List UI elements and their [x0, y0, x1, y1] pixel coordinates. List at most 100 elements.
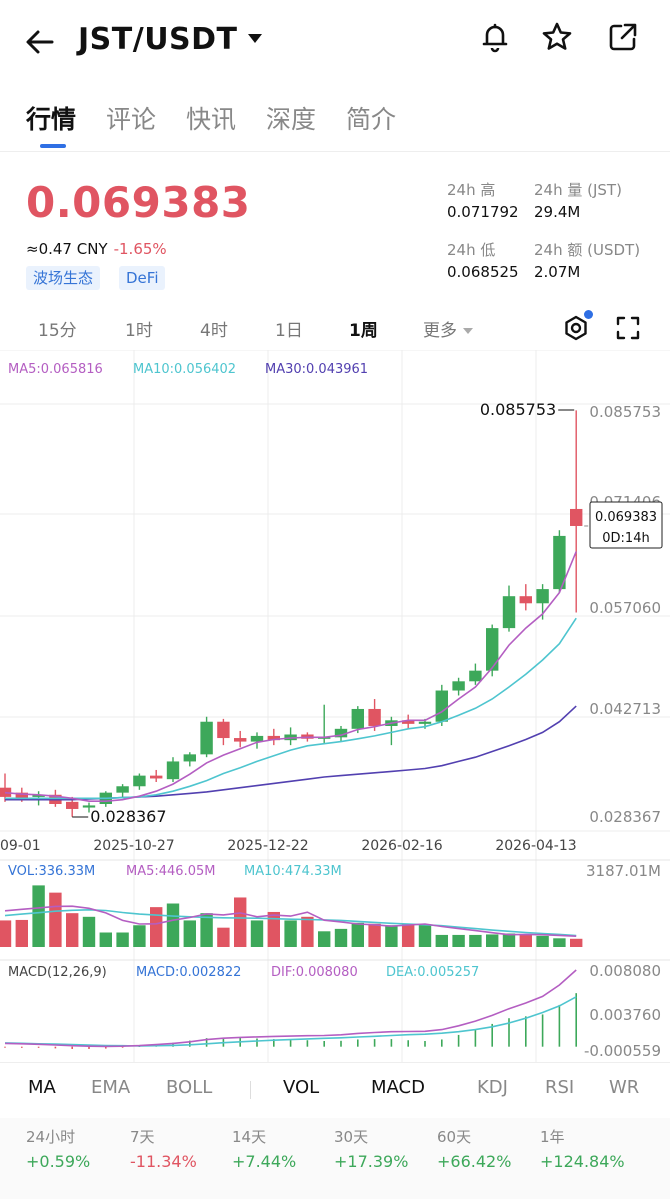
macd-histogram-bar — [205, 1038, 208, 1047]
current-price-box — [589, 501, 663, 549]
macd-histogram-bar — [273, 1039, 275, 1047]
tab-comments[interactable]: 评论 — [106, 105, 157, 134]
macd-histogram-bar — [373, 1039, 376, 1047]
perf-24h-label: 24小时 — [26, 1128, 76, 1146]
indicator-rsi[interactable]: RSI — [545, 1077, 575, 1098]
volume-bar — [116, 932, 129, 947]
indicator-boll[interactable]: BOLL — [166, 1077, 213, 1098]
stat-high-label: 24h 高 — [447, 181, 496, 199]
performance-strip: 24小时 +0.59% 7天 -11.34% 14天 +7.44% 30天 +1… — [0, 1118, 670, 1199]
indicator-wr[interactable]: WR — [609, 1077, 640, 1098]
fullscreen-icon[interactable] — [614, 314, 642, 342]
period-more[interactable]: 更多 — [423, 316, 473, 341]
back-arrow-icon[interactable] — [22, 24, 58, 60]
macd-histogram-bar — [21, 1046, 23, 1048]
price-change: -1.65% — [113, 240, 167, 258]
candle-body — [150, 775, 163, 779]
indicator-tabs: MA EMA BOLL VOL MACD KDJ RSI WR — [0, 1062, 670, 1116]
volume-bar — [217, 927, 230, 947]
tab-depth[interactable]: 深度 — [266, 105, 317, 134]
notification-dot — [584, 310, 593, 319]
macd-legend: MACD:0.002822 — [136, 965, 241, 980]
macd-histogram-bar — [306, 1040, 309, 1047]
macd-histogram-bar — [508, 1018, 510, 1047]
share-icon[interactable] — [606, 20, 640, 54]
macd-histogram-bar — [105, 1046, 107, 1049]
volume-bar — [200, 913, 213, 947]
stat-vol-label: 24h 量 (JST) — [534, 181, 622, 199]
period-selector: 15分 1时 4时 1日 1周 更多 — [0, 310, 670, 350]
chevron-down-icon — [463, 328, 473, 334]
macd-histogram-bar — [340, 1040, 342, 1047]
perf-14d-label: 14天 — [232, 1128, 267, 1146]
macd-histogram-bar — [4, 1046, 6, 1048]
volume-bar — [402, 924, 415, 947]
period-1w[interactable]: 1周 — [349, 321, 378, 341]
time-axis-label: 2025-10-27 — [93, 838, 174, 854]
volume-bar — [318, 931, 331, 947]
volume-bar — [66, 913, 79, 947]
perf-60d-label: 60天 — [437, 1128, 472, 1146]
period-4h[interactable]: 4时 — [200, 321, 228, 341]
perf-30d-value: +17.39% — [334, 1152, 409, 1171]
macd-histogram-bar — [289, 1039, 292, 1047]
dropdown-caret-icon[interactable] — [248, 34, 262, 43]
volume-legend: VOL:336.33M — [8, 864, 95, 879]
ma10-line — [5, 617, 577, 800]
indicator-macd[interactable]: MACD — [371, 1077, 425, 1098]
time-axis-label: 2025-12-22 — [227, 838, 308, 854]
ma5-legend: MA5:0.065816 — [8, 362, 103, 377]
tag-tron-ecosystem[interactable]: 波场生态 — [26, 266, 101, 290]
volume-bar — [385, 925, 398, 947]
perf-1y-label: 1年 — [540, 1128, 565, 1146]
macd-histogram-bar — [256, 1038, 258, 1047]
perf-30d-label: 30天 — [334, 1128, 369, 1146]
tab-market[interactable]: 行情 — [26, 105, 77, 134]
period-1d[interactable]: 1日 — [275, 321, 303, 341]
price-cny: ≈0.47 CNY — [26, 240, 108, 258]
volume-bar — [368, 923, 381, 947]
candle-body — [469, 670, 482, 682]
star-icon[interactable] — [540, 20, 574, 54]
period-15m[interactable]: 15分 — [38, 321, 77, 341]
stat-high-value: 0.071792 — [447, 203, 519, 221]
indicator-ema[interactable]: EMA — [91, 1077, 131, 1098]
volume-bar — [519, 934, 532, 947]
volume-bar — [166, 903, 180, 947]
candle-body — [502, 596, 516, 629]
candle-body — [200, 721, 213, 755]
candle-body — [402, 720, 415, 724]
period-1h[interactable]: 1时 — [125, 321, 153, 341]
macd-histogram-bar — [88, 1046, 90, 1049]
candle-body — [82, 805, 96, 808]
candle-body — [32, 794, 45, 797]
indicator-settings-icon[interactable] — [562, 314, 590, 342]
candle-body — [183, 754, 196, 762]
candle-body — [234, 738, 247, 742]
tag-defi[interactable]: DeFi — [119, 266, 166, 290]
indicator-vol[interactable]: VOL — [283, 1077, 320, 1098]
macd-axis-label: 0.003760 — [589, 1006, 661, 1024]
stat-low-label: 24h 低 — [447, 241, 496, 259]
macd-axis-label: -0.000559 — [584, 1042, 661, 1060]
candle-body — [519, 596, 532, 604]
kline-chart[interactable]: 0.0857530.0714060.0570600.0427130.028367… — [0, 350, 670, 1062]
macd-histogram-bar — [37, 1046, 40, 1048]
indicator-ma[interactable]: MA — [28, 1077, 56, 1098]
candle-body — [334, 728, 348, 738]
tab-news[interactable]: 快讯 — [186, 105, 237, 134]
volume-bar — [301, 916, 314, 947]
candle-body — [250, 735, 264, 742]
macd-histogram-bar — [121, 1046, 124, 1048]
dif-line — [4, 969, 577, 1048]
tab-intro[interactable]: 简介 — [346, 105, 397, 134]
ma30-line — [5, 705, 577, 801]
indicator-kdj[interactable]: KDJ — [477, 1077, 508, 1098]
bell-icon[interactable] — [478, 20, 512, 54]
candle-body — [553, 535, 566, 590]
candle-body — [486, 628, 499, 671]
volume-bar — [32, 885, 45, 947]
macd-histogram-bar — [525, 1016, 527, 1047]
pair-title[interactable]: JST/USDT — [78, 22, 238, 57]
perf-14d-value: +7.44% — [232, 1152, 297, 1171]
